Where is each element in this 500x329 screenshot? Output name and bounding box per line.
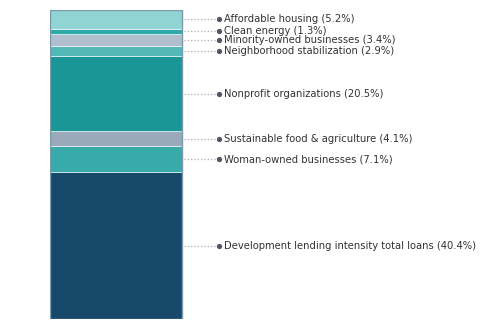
Text: Minority-owned businesses (3.4%): Minority-owned businesses (3.4%) xyxy=(224,35,396,45)
Bar xyxy=(50,46,182,57)
Text: Sustainable food & agriculture (4.1%): Sustainable food & agriculture (4.1%) xyxy=(224,134,412,144)
Bar xyxy=(50,34,182,46)
Text: Woman-owned businesses (7.1%): Woman-owned businesses (7.1%) xyxy=(224,154,392,164)
Text: Development lending intensity total loans (40.4%): Development lending intensity total loan… xyxy=(224,240,476,251)
Bar xyxy=(50,57,182,131)
Bar xyxy=(50,146,182,172)
Bar xyxy=(50,172,182,319)
Bar xyxy=(50,29,182,34)
Bar xyxy=(50,131,182,146)
Bar xyxy=(50,10,182,319)
Bar xyxy=(50,10,182,29)
Text: Nonprofit organizations (20.5%): Nonprofit organizations (20.5%) xyxy=(224,89,383,99)
Text: Clean energy (1.3%): Clean energy (1.3%) xyxy=(224,26,326,36)
Text: Affordable housing (5.2%): Affordable housing (5.2%) xyxy=(224,14,354,24)
Text: Neighborhood stabilization (2.9%): Neighborhood stabilization (2.9%) xyxy=(224,46,394,56)
